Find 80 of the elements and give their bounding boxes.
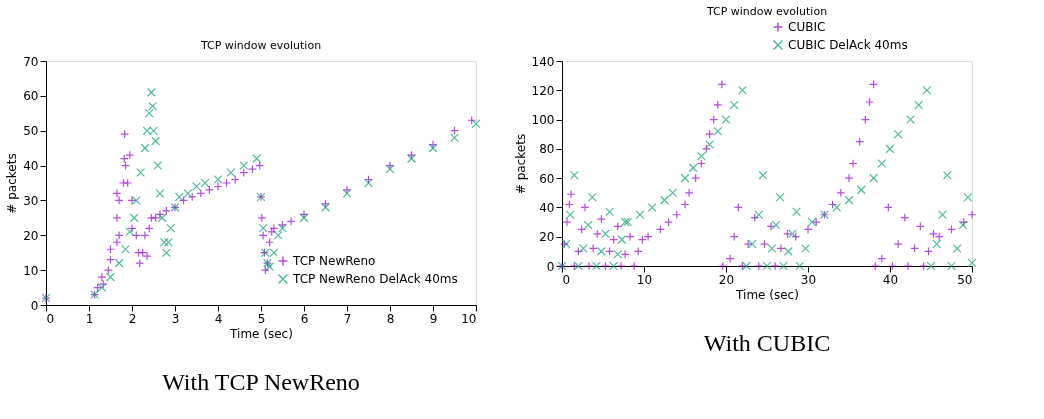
point xyxy=(273,230,283,240)
text: With CUBIC xyxy=(703,330,831,356)
y-axis-title: # packets xyxy=(513,133,528,195)
point xyxy=(166,223,176,233)
point xyxy=(252,154,262,164)
x-tick-label: 0 xyxy=(562,272,571,287)
chart-title: TCP window evolution xyxy=(705,5,828,18)
x-tick-label: 6 xyxy=(300,311,309,326)
point xyxy=(407,154,416,164)
y-tick-label: 30 xyxy=(23,193,39,208)
x-tick-label: 3 xyxy=(171,311,180,326)
point xyxy=(200,178,210,188)
point xyxy=(114,258,124,268)
y-tick-label: 40 xyxy=(23,159,39,174)
y-tick-label: 60 xyxy=(23,89,39,104)
point xyxy=(131,195,141,205)
point xyxy=(148,101,158,111)
point xyxy=(265,262,275,272)
y-tick-label: 70 xyxy=(23,54,39,69)
point xyxy=(121,244,131,254)
y-tick-label: 100 xyxy=(531,113,555,128)
point xyxy=(136,168,146,178)
chart-title: TCP window evolution xyxy=(199,39,322,52)
x-tick-label: 10 xyxy=(636,272,653,287)
point xyxy=(299,213,309,223)
point xyxy=(192,182,201,191)
x-tick-label: 30 xyxy=(800,272,817,287)
point xyxy=(153,161,163,171)
y-tick-label: 50 xyxy=(23,124,39,139)
point xyxy=(183,188,193,198)
y-tick-label: 20 xyxy=(23,228,39,243)
point xyxy=(213,175,223,184)
point xyxy=(164,237,174,247)
y-tick-label: 20 xyxy=(539,230,555,245)
y-tick-label: 40 xyxy=(539,200,555,215)
point xyxy=(157,213,167,223)
y-tick-label: 120 xyxy=(531,83,555,98)
legend-label: TCP NewReno DelAck 40ms xyxy=(292,272,458,286)
x-tick-label: 40 xyxy=(882,272,899,287)
x-axis-title: Time (sec) xyxy=(229,326,293,341)
x-tick-label: 5 xyxy=(257,311,266,326)
legend-label: CUBIC DelAck 40ms xyxy=(788,38,908,52)
point xyxy=(226,168,236,178)
legend-label: TCP NewReno xyxy=(292,254,376,268)
point xyxy=(364,178,373,188)
x-tick-label: 1 xyxy=(85,311,94,326)
point xyxy=(174,192,184,202)
point xyxy=(159,237,169,247)
point xyxy=(140,143,150,153)
x-tick-label: 4 xyxy=(214,311,223,326)
legend-label: CUBIC xyxy=(788,20,826,34)
point xyxy=(106,272,115,282)
x-tick-label: 2 xyxy=(128,311,137,326)
point xyxy=(161,248,171,258)
y-tick-label: 0 xyxy=(30,298,39,313)
point xyxy=(144,108,154,118)
point xyxy=(97,283,107,293)
x-tick-label: 9 xyxy=(429,311,438,326)
y-tick-label: 0 xyxy=(546,259,555,274)
point xyxy=(125,227,135,237)
x-tick-label: 50 xyxy=(957,272,973,287)
x-tick-label: 10 xyxy=(461,311,477,326)
x-tick-label: 7 xyxy=(343,311,352,326)
y-tick-label: 60 xyxy=(539,171,555,186)
text: With TCP NewReno xyxy=(162,369,360,395)
x-axis-title: Time (sec) xyxy=(735,287,799,302)
y-tick-label: 140 xyxy=(531,54,555,69)
y-axis-title: # packets xyxy=(5,153,20,214)
point xyxy=(471,119,481,129)
point xyxy=(129,213,139,223)
point xyxy=(450,133,459,143)
y-tick-label: 80 xyxy=(539,142,555,157)
point xyxy=(239,161,249,171)
point xyxy=(258,223,268,233)
x-tick-label: 8 xyxy=(386,311,395,326)
point xyxy=(155,188,165,198)
point xyxy=(151,136,161,146)
point xyxy=(146,87,156,97)
x-tick-label: 20 xyxy=(718,272,735,287)
x-tick-label: 0 xyxy=(46,311,55,326)
